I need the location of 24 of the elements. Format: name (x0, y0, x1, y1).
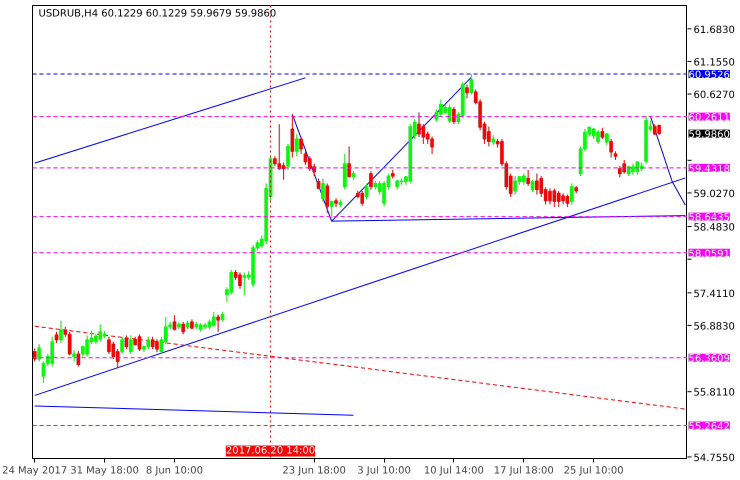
x-tick-label: 25 Jul 10:00 (564, 466, 624, 476)
x-tick-label: 2017.06.20 14:00 (226, 446, 316, 456)
y-tick-label: 54.7550 (694, 452, 735, 464)
y-tick-label: 56.8830 (694, 321, 735, 332)
y-tick-label: 55.8110 (694, 388, 735, 399)
ref-line-label: 60.9526 (688, 70, 730, 81)
y-tick-label: 57.4110 (694, 288, 735, 300)
x-tick-label: 17 Jul 18:00 (494, 466, 554, 476)
y-tick-label: 58.4830 (694, 222, 735, 234)
chart-title: USDRUB,H4 60.1229 60.1229 59.9679 59.9860 (38, 8, 276, 20)
y-tick-label: 61.6830 (694, 24, 735, 36)
x-tick-label: 23 Jun 18:00 (282, 466, 346, 476)
x-tick-label: 10 Jul 14:00 (424, 466, 484, 476)
ref-line-label: 59.4318 (688, 164, 730, 175)
ref-line-label: 56.3609 (688, 354, 730, 365)
y-tick-label: 61.1550 (694, 57, 735, 68)
y-tick-label: 60.6270 (694, 90, 735, 102)
x-tick-label: 8 Jun 10:00 (146, 466, 204, 476)
ref-line-label: 55.2642 (688, 421, 730, 432)
ref-line-label: 58.0591 (688, 248, 730, 260)
x-tick-label: 3 Jul 10:00 (357, 466, 411, 476)
x-tick-label: 31 May 18:00 (70, 466, 139, 476)
x-tick-label: 24 May 2017 (2, 466, 68, 476)
y-tick-label: 59.0270 (694, 188, 735, 200)
